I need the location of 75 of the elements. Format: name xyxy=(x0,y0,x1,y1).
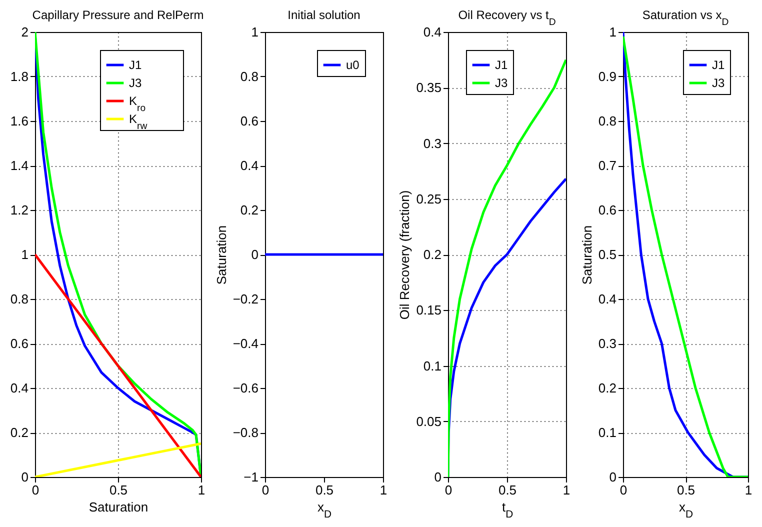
chart-title: Initial solution xyxy=(288,8,360,22)
y-tick-label: 1.8 xyxy=(10,69,28,84)
legend-label: J1 xyxy=(712,58,726,72)
legend-label: K$_{ro}$ xyxy=(129,94,146,114)
x-tick-label: 0.5 xyxy=(315,482,334,498)
y-tick-label: 0.8 xyxy=(598,114,617,128)
y-tick-label: 0.8 xyxy=(10,292,28,306)
y-tick-label: −1 xyxy=(244,470,258,484)
y-tick-label: 0.2 xyxy=(10,425,28,440)
y-tick-label: 0.05 xyxy=(416,414,442,429)
y-tick-label: 1.2 xyxy=(10,202,28,218)
x-tick-label: 1 xyxy=(745,482,752,498)
y-tick-label: 1 xyxy=(21,247,28,262)
x-tick-label: 0 xyxy=(444,482,452,498)
y-tick-label: 0.25 xyxy=(416,191,442,206)
y-tick-label: 0 xyxy=(251,247,258,262)
x-tick-label: 1 xyxy=(198,482,206,498)
y-tick-label: 0.4 xyxy=(240,158,258,173)
y-tick-label: 0.3 xyxy=(598,336,617,351)
y-tick-label: 1 xyxy=(610,24,617,40)
y-tick-label: 0.7 xyxy=(598,158,617,173)
y-tick-label: 0.1 xyxy=(423,358,442,374)
y-tick-label: 0.3 xyxy=(423,136,442,151)
y-tick-label: 0 xyxy=(434,470,442,484)
chart-title: Oil Recovery vs t$_{D}$ xyxy=(458,8,556,28)
legend-label: u0 xyxy=(346,58,360,72)
legend-label: J1 xyxy=(129,58,142,72)
x-tick-label: 0 xyxy=(262,482,270,498)
y-tick-label: 0.6 xyxy=(240,114,258,128)
x-tick-label: 1 xyxy=(380,482,388,498)
y-tick-label: 0.9 xyxy=(598,69,617,84)
y-tick-label: −0.2 xyxy=(232,292,258,306)
y-tick-label: 1.6 xyxy=(10,114,28,128)
chart-title: Saturation vs x$_{D}$ xyxy=(642,8,730,28)
y-axis-title: Saturation xyxy=(580,225,595,285)
x-axis-title: x$_{D}$ xyxy=(679,500,694,520)
y-tick-label: 2 xyxy=(21,24,28,40)
y-axis-title: Oil Recovery (fraction) xyxy=(396,190,412,320)
y-axis-title: Saturation xyxy=(214,225,229,285)
legend-label: K$_{rw}$ xyxy=(129,112,148,132)
y-tick-label: 0.35 xyxy=(416,80,442,96)
x-tick-label: 0.5 xyxy=(677,482,696,498)
y-tick-label: 0 xyxy=(21,470,28,484)
legend-label: J3 xyxy=(129,76,142,90)
y-tick-label: 0.4 xyxy=(598,292,617,306)
line-series xyxy=(448,58,566,477)
legend-label: J1 xyxy=(494,58,508,72)
x-tick-label: 0 xyxy=(620,482,628,498)
x-tick-label: 0.5 xyxy=(498,482,516,498)
y-tick-label: 0.5 xyxy=(598,247,617,262)
x-axis-title: t$_{D}$ xyxy=(502,500,513,520)
y-tick-label: 1.4 xyxy=(10,158,28,173)
y-tick-label: −0.4 xyxy=(232,336,258,351)
legend-label: J3 xyxy=(494,76,508,90)
x-axis-title: x$_{D}$ xyxy=(317,500,332,520)
y-tick-label: 0.2 xyxy=(240,202,258,218)
y-tick-label: 0.15 xyxy=(416,302,442,318)
x-tick-label: 1 xyxy=(562,482,570,498)
legend-label: J3 xyxy=(712,76,726,90)
y-tick-label: −0.6 xyxy=(232,380,258,396)
y-tick-label: −0.8 xyxy=(232,425,258,440)
y-tick-label: 0.4 xyxy=(10,380,28,396)
y-tick-label: 0.2 xyxy=(423,247,442,262)
y-tick-label: 0.2 xyxy=(598,380,617,396)
y-tick-label: 0.6 xyxy=(598,202,617,218)
y-tick-label: 0 xyxy=(610,470,617,484)
y-tick-label: 0.8 xyxy=(240,69,258,84)
chart-title: Capillary Pressure and RelPerm xyxy=(32,8,204,22)
y-tick-label: 1 xyxy=(251,24,258,40)
y-tick-label: 0.1 xyxy=(598,425,617,440)
y-tick-label: 0.6 xyxy=(10,336,28,351)
x-tick-label: 0 xyxy=(32,482,40,498)
x-axis-title: Saturation xyxy=(88,500,148,514)
x-tick-label: 0.5 xyxy=(109,482,128,498)
y-tick-label: 0.4 xyxy=(423,24,442,40)
